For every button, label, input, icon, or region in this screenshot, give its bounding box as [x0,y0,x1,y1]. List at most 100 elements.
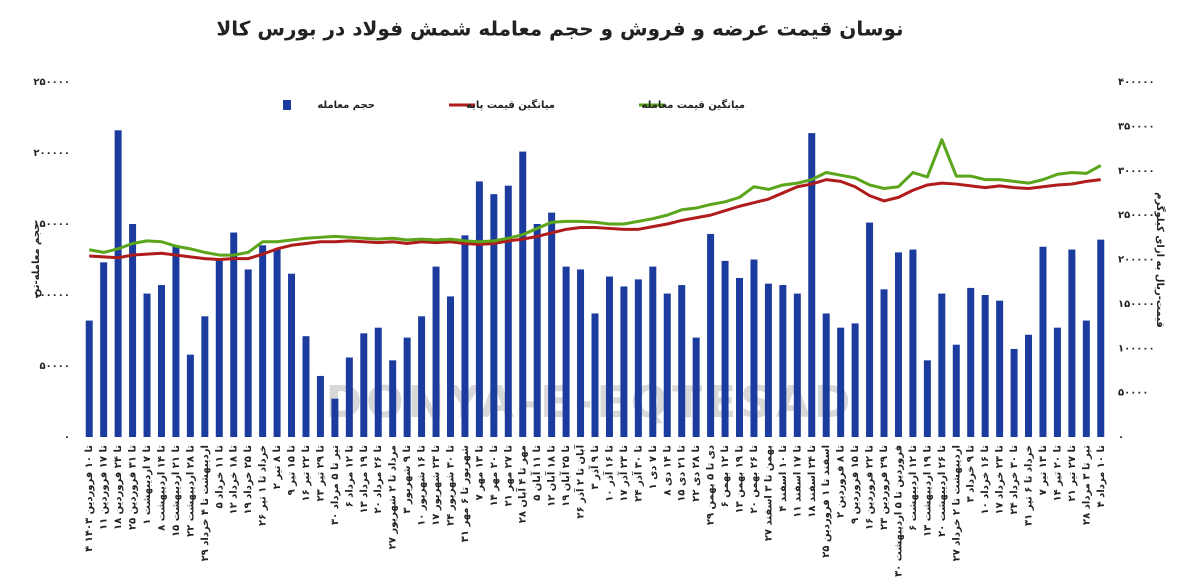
x-tick-label: ۲۰ تا ۲۶ اردیبهشت [937,445,948,537]
bar [389,360,397,437]
bar [808,133,816,437]
x-tick-label: ۵ تا ۱۱ آبان [530,445,543,501]
x-tick-label: ۲۸ تیر تا ۳ مرداد [1081,445,1092,525]
bar [85,320,93,437]
bar [461,235,469,437]
bar [692,337,700,437]
x-tick-label: ۷ تا ۱۳ تیر [1038,445,1049,496]
bar [475,181,483,437]
bar [230,232,238,437]
legend-label: حجم معامله [317,100,375,111]
bar [201,316,209,437]
x-tick-label: ۲۸ مهر تا ۴ آبان [516,445,529,523]
bar [1010,348,1018,437]
bar [909,249,917,437]
x-tick-label: ۲۹ دی تا ۵ بهمن [706,445,717,525]
x-tick-label: ۱۱ تا ۱۷ فروردین [99,445,110,530]
x-tick-label: ۱۳ تا ۱۹ مرداد [359,445,370,514]
x-tick-label: ۲ تا ۸ فروردین [836,445,847,518]
bar [822,313,830,437]
x-tick-label: ۲۶ خرداد تا ۱ تیر [258,445,269,526]
x-tick-label: ۱۰ تا ۱۶ شهریور [417,445,428,526]
bar [649,266,657,437]
bar [634,279,642,437]
y2-tick-label: ۲۵۰۰۰۰ [1118,210,1155,221]
bar [837,327,845,437]
bar [331,398,339,437]
bar [736,277,744,437]
x-tick-label: ۱۵ تا ۲۱ دی [677,445,688,502]
bar [316,375,324,437]
x-tick-label: ۳۱ شهریور تا ۶ مهر [460,445,471,542]
bar [764,283,772,437]
x-tick-label: ۹ تا ۱۵ فروردین [850,445,861,524]
watermark: DONYA-E-EQTESAD [326,377,855,428]
bar [1039,246,1047,437]
x-tick-label: ۹ تا ۱۵ تیر [287,445,298,496]
bar [100,262,108,437]
bar [186,354,194,437]
bar [215,259,223,437]
x-tick-label: ۲۲ تا ۲۸ دی [691,445,702,502]
x-tick-label: ۱۶ تا ۲۲ فروردین [865,445,876,530]
bar [938,293,946,437]
x-tick-label: ۲۴ تا ۳۰ آذر [631,445,644,502]
x-tick-label: ۱۵ تا ۲۱ اردیبهشت [171,445,182,537]
bar [1068,249,1076,437]
bar [923,360,931,437]
y2-tick-label: ۳۵۰۰۰۰ [1118,121,1155,132]
x-tick-label: ۱۳ تا ۱۹ اردیبهشت [922,445,933,537]
x-tick-label: ۶ تا ۱۲ مرداد [344,445,355,508]
y2-tick-label: ۴۰۰۰۰۰ [1118,77,1155,88]
x-tick-label: ۷ تا ۱۳ مهر [474,445,485,501]
x-tick-label: ۱۷ تا ۲۳ آذر [617,445,630,502]
bar [678,285,686,437]
x-tick-label: ۲۱ تا ۲۷ مهر [503,445,514,507]
bar [1097,239,1105,437]
y-tick-label: ۱۵۰۰۰۰ [33,219,70,230]
bar [721,260,729,437]
bar [519,151,527,437]
x-tick-label: ۸ تا ۱۴ اردیبهشت [156,445,167,531]
bar [157,285,165,437]
x-tick-label: ۲۷ بهمن تا ۳ اسفند [763,445,774,541]
bar [490,194,498,437]
y-axis-title: حجم معامله-تن [31,223,42,298]
x-tick-label: ۶ تا ۱۲ بهمن [720,445,731,508]
bar [432,266,440,437]
x-tick-label: ۲۷ مرداد تا ۲ شهریور [388,445,399,549]
bar [1082,320,1090,437]
y2-tick-label: ۰ [1118,432,1124,443]
bar [793,293,801,437]
x-tick-label: ۱۸ تا ۲۴ اسفند [807,445,818,518]
bar [273,249,281,437]
bar [967,287,975,437]
x-tick-label: ۲۴ تا ۳۰ شهریور [445,445,456,526]
legend-label: میانگین قیمت معامله [642,98,746,111]
bar [981,295,989,437]
x-tick-label: ۱۹ تا ۲۵ آبان [559,445,572,507]
x-tick-label: ۳ تا ۹ آذر [588,445,601,490]
x-tick-label: ۳۱ خرداد تا ۶ تیر [1024,445,1035,526]
bar [114,130,122,437]
x-tick-label: ۱۳ تا ۱۹ بهمن [735,445,746,514]
bar [143,293,151,437]
y2-tick-label: ۱۵۰۰۰۰ [1118,299,1155,310]
x-tick-label: ۳ تا ۹ خرداد [966,445,977,503]
x-tick-label: ۱ تا ۷ دی [648,445,659,490]
x-tick-label: ۴ تا ۱۰ فروردین ۱۴۰۳ [84,445,95,552]
y2-tick-label: ۲۰۰۰۰۰ [1118,255,1155,266]
x-tick-label: ۲۶ آبان تا ۲ آذر [574,444,587,518]
y2-tick-label: ۵۰۰۰۰ [1118,388,1149,399]
y-tick-label: ۱۰۰۰۰۰ [33,290,70,301]
x-tick-label: ۳ تا ۹ شهریور [402,445,413,514]
bar [446,296,454,437]
y-tick-label: ۰ [64,432,70,443]
x-tick-label: ۱۶ تا ۲۲ تیر [301,445,312,502]
bar [548,212,556,437]
y2-tick-label: ۱۰۰۰۰۰ [1118,343,1155,354]
x-tick-label: ۲۱ تا ۲۷ تیر [1067,445,1078,502]
bar [779,285,787,437]
bar [172,246,180,437]
